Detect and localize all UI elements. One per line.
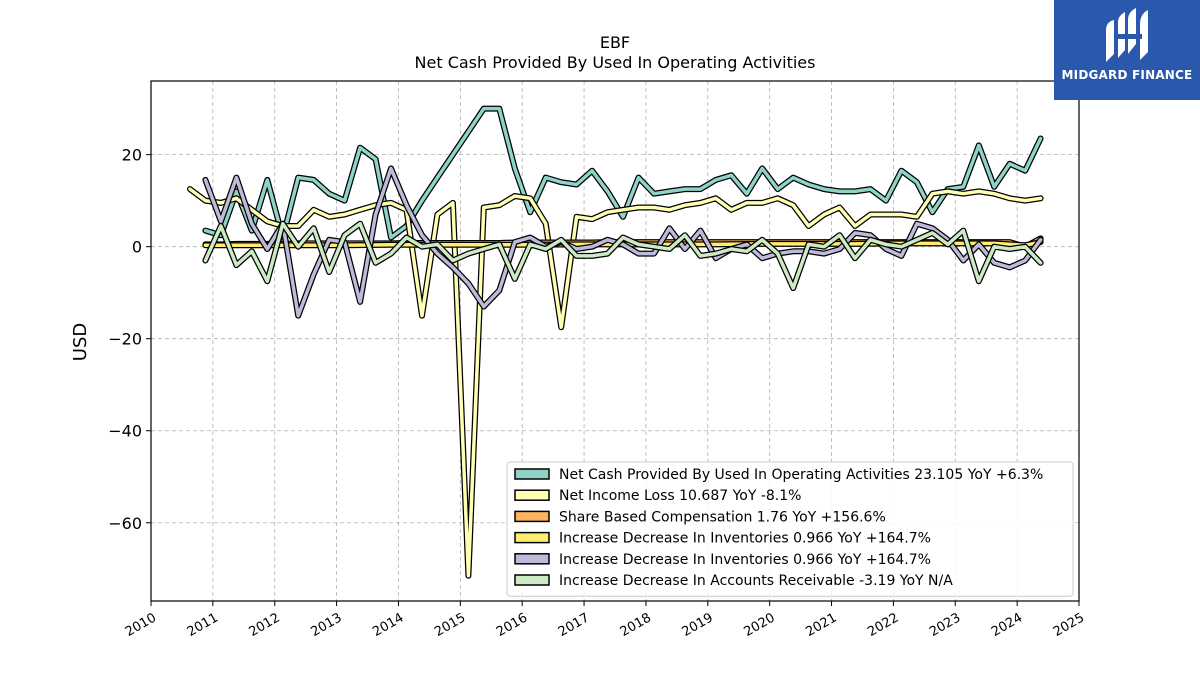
series-line-5 bbox=[203, 221, 1043, 290]
series-line-1 bbox=[188, 187, 1043, 578]
legend-label-0: Net Cash Provided By Used In Operating A… bbox=[559, 467, 1043, 483]
legend-label-5: Increase Decrease In Accounts Receivable… bbox=[559, 573, 953, 589]
legend-label-4: Increase Decrease In Inventories 0.966 Y… bbox=[559, 552, 931, 568]
y-tick-label: −40 bbox=[108, 422, 142, 441]
legend-swatch-4 bbox=[514, 553, 550, 565]
x-tick-label: 2010 bbox=[123, 610, 159, 640]
x-tick-label: 2012 bbox=[247, 610, 283, 640]
legend: Net Cash Provided By Used In Operating A… bbox=[506, 461, 1074, 597]
chart-title: EBF bbox=[600, 33, 630, 52]
x-tick-label: 2018 bbox=[618, 610, 654, 640]
y-tick-label: 0 bbox=[132, 238, 142, 257]
chart-subtitle: Net Cash Provided By Used In Operating A… bbox=[415, 53, 816, 72]
x-tick-label: 2023 bbox=[927, 610, 963, 640]
x-tick-label: 2017 bbox=[556, 610, 592, 640]
legend-label-1: Net Income Loss 10.687 YoY -8.1% bbox=[559, 488, 801, 504]
legend-label-2: Share Based Compensation 1.76 YoY +156.6… bbox=[559, 509, 886, 525]
x-tick-label: 2024 bbox=[989, 610, 1025, 640]
brand-logo: MIDGARD FINANCE bbox=[1054, 0, 1200, 100]
x-tick-label: 2015 bbox=[432, 610, 468, 640]
x-axis: 2010 2011 2012 2013 2014 2015 2016 2017 2018 2019… bbox=[123, 601, 1087, 640]
x-tick-label: 2013 bbox=[308, 610, 344, 640]
y-axis-label: USD bbox=[70, 323, 91, 361]
y-tick-label: 20 bbox=[122, 146, 142, 165]
logo-wordmark: MIDGARD FINANCE bbox=[1061, 68, 1193, 82]
x-tick-label: 2021 bbox=[803, 610, 839, 640]
legend-box bbox=[506, 461, 1074, 597]
y-tick-label: −60 bbox=[108, 514, 142, 533]
x-tick-label: 2016 bbox=[494, 610, 530, 640]
legend-swatch-2 bbox=[514, 510, 550, 523]
x-tick-label: 2020 bbox=[742, 610, 778, 640]
legend-swatch-3 bbox=[514, 531, 550, 544]
plot-frame bbox=[150, 80, 1080, 602]
legend-label-3: Increase Decrease In Inventories 0.966 Y… bbox=[559, 531, 931, 547]
x-tick-label: 2011 bbox=[185, 610, 221, 640]
x-tick-label: 2019 bbox=[680, 610, 716, 640]
series-lines bbox=[187, 105, 1044, 579]
legend-swatch-0 bbox=[514, 468, 550, 480]
legend-swatch-1 bbox=[514, 489, 550, 501]
y-axis: −60 −40 −20 0 20 bbox=[108, 146, 151, 533]
series-line-0 bbox=[203, 106, 1043, 240]
x-tick-label: 2014 bbox=[370, 610, 406, 640]
logo-mark-icon bbox=[1106, 8, 1148, 62]
x-tick-label: 2025 bbox=[1051, 610, 1087, 640]
y-tick-label: −20 bbox=[108, 330, 142, 349]
x-tick-label: 2022 bbox=[865, 610, 901, 640]
legend-swatch-5 bbox=[514, 574, 550, 586]
